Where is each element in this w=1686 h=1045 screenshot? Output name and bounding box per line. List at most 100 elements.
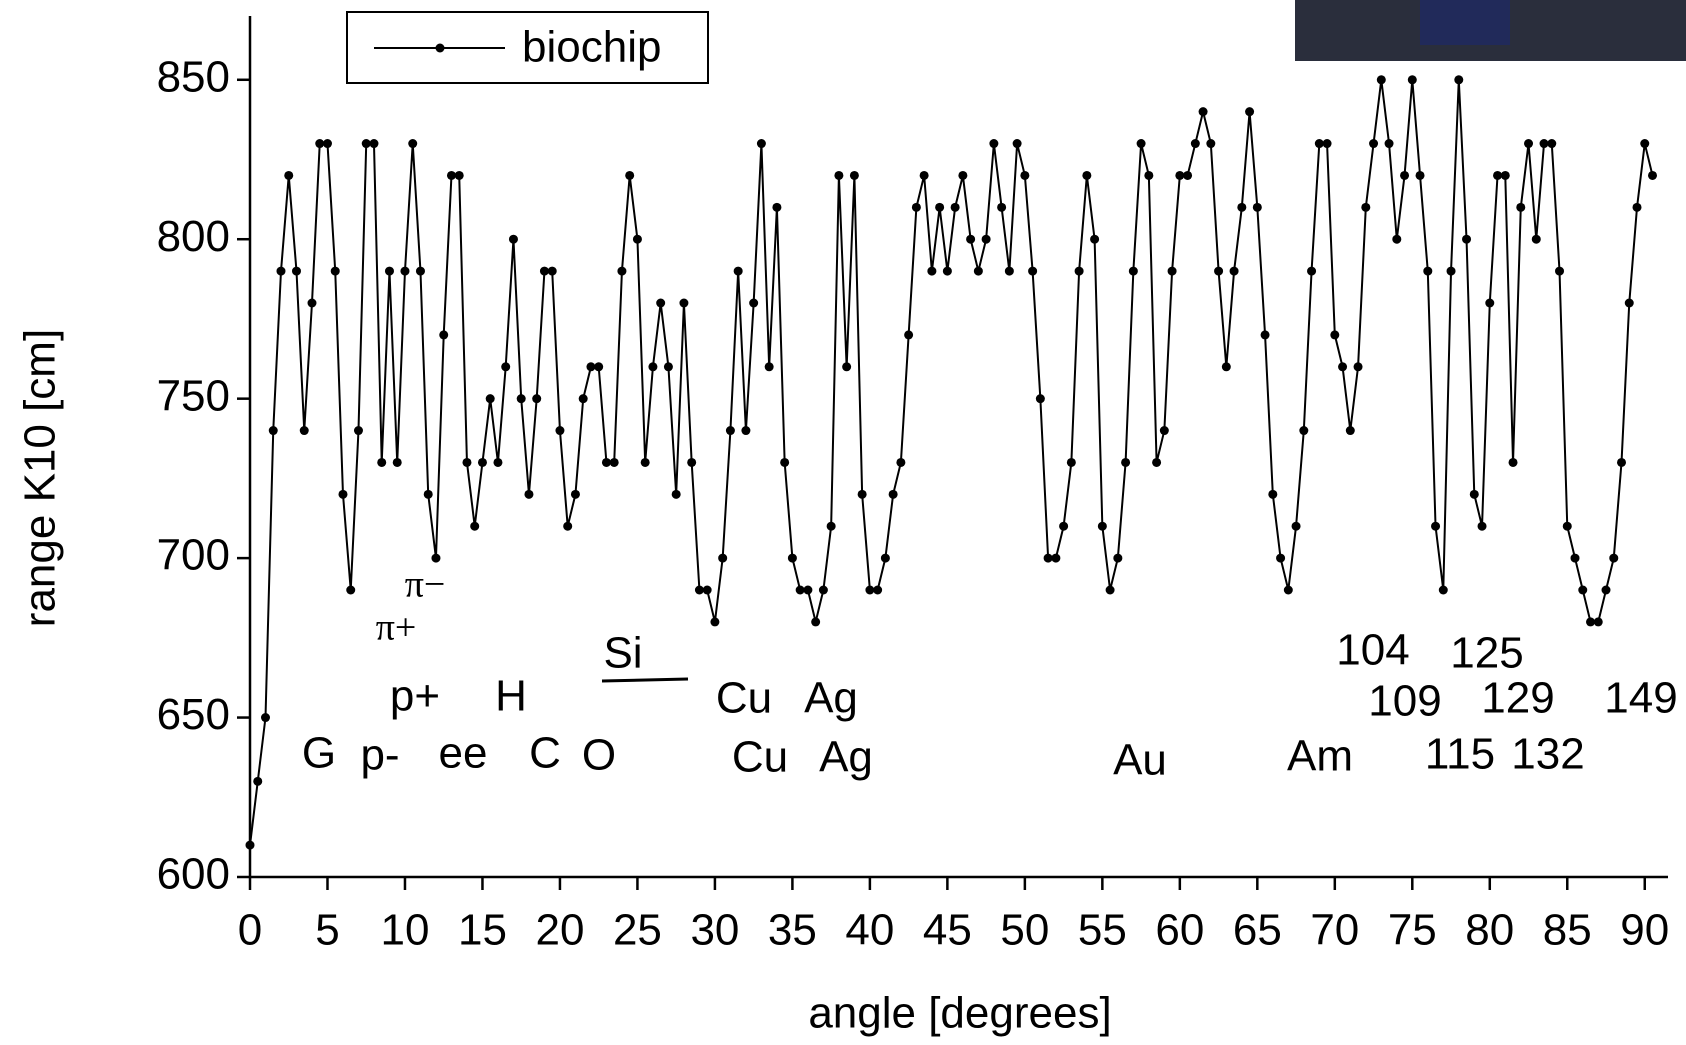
data-point: [764, 362, 774, 372]
x-tick-label: 60: [1155, 906, 1204, 955]
data-point: [1617, 457, 1627, 467]
data-point: [733, 266, 743, 276]
data-point: [307, 298, 317, 308]
data-point: [1175, 170, 1185, 180]
y-tick-label: 700: [157, 531, 230, 580]
data-point: [795, 585, 805, 595]
annotation: 104: [1336, 626, 1409, 675]
annotation: 115: [1425, 730, 1495, 779]
data-point: [284, 170, 294, 180]
annotation: G: [302, 729, 336, 778]
data-point: [1307, 266, 1317, 276]
data-point: [1392, 234, 1402, 244]
data-point: [1454, 75, 1464, 85]
data-point: [361, 139, 371, 149]
data-point: [1020, 170, 1030, 180]
data-point: [780, 457, 790, 467]
data-point: [749, 298, 759, 308]
data-point: [1524, 139, 1534, 149]
x-tick-label: 75: [1388, 906, 1437, 955]
data-point: [1190, 139, 1200, 149]
data-point: [1113, 553, 1123, 563]
data-point: [586, 362, 596, 372]
data-point: [1586, 617, 1596, 627]
data-point: [1097, 521, 1107, 531]
data-point: [1314, 139, 1324, 149]
annotation: Cu: [716, 674, 772, 723]
annotation: Am: [1287, 732, 1353, 781]
data-point: [524, 489, 534, 499]
data-point: [268, 426, 278, 436]
data-point: [973, 266, 983, 276]
x-tick-label: 0: [238, 906, 262, 955]
data-point: [346, 585, 356, 595]
data-point: [1407, 75, 1417, 85]
x-tick-label: 40: [845, 906, 894, 955]
annotation: O: [582, 731, 616, 780]
data-point: [1624, 298, 1634, 308]
data-point: [485, 394, 495, 404]
data-point: [1369, 139, 1379, 149]
data-point: [1167, 266, 1177, 276]
data-point: [532, 394, 542, 404]
data-point: [756, 139, 766, 149]
data-point: [423, 489, 433, 499]
data-point: [834, 170, 844, 180]
data-point: [477, 457, 487, 467]
data-point: [888, 489, 898, 499]
data-point: [338, 489, 348, 499]
data-point: [392, 457, 402, 467]
x-tick-label: 55: [1078, 906, 1127, 955]
data-point: [865, 585, 875, 595]
y-tick-label: 650: [157, 690, 230, 739]
data-point: [508, 234, 518, 244]
data-point: [671, 489, 681, 499]
data-point: [694, 585, 704, 595]
legend-label: biochip: [522, 23, 661, 72]
data-point: [927, 266, 937, 276]
data-point: [1539, 139, 1549, 149]
data-point: [1547, 139, 1557, 149]
data-point: [1221, 362, 1231, 372]
data-point: [1066, 457, 1076, 467]
data-point: [1128, 266, 1138, 276]
legend-marker: [435, 43, 445, 53]
data-point: [400, 266, 410, 276]
data-point: [1051, 553, 1061, 563]
y-tick-label: 800: [157, 212, 230, 261]
data-point: [1500, 170, 1510, 180]
data-point: [648, 362, 658, 372]
data-point: [1214, 266, 1224, 276]
si-underline: [601, 677, 689, 683]
data-point: [322, 139, 332, 149]
data-point: [1237, 202, 1247, 212]
data-point: [904, 330, 914, 340]
data-point: [989, 139, 999, 149]
data-point: [857, 489, 867, 499]
data-point: [609, 457, 619, 467]
x-tick-label: 15: [458, 906, 507, 955]
data-point: [958, 170, 968, 180]
series-line: [249, 78, 1654, 846]
data-point: [1260, 330, 1270, 340]
data-point: [555, 426, 565, 436]
data-point: [1283, 585, 1293, 595]
data-point: [1159, 426, 1169, 436]
data-point: [1144, 170, 1154, 180]
data-point: [291, 266, 301, 276]
data-point: [315, 139, 325, 149]
data-point: [981, 234, 991, 244]
annotation: Ag: [819, 733, 873, 782]
data-point: [570, 489, 580, 499]
annotation: p-: [360, 731, 399, 780]
data-point: [594, 362, 604, 372]
annotation: Si: [603, 629, 642, 678]
data-point: [1570, 553, 1580, 563]
x-tick-label: 10: [380, 906, 429, 955]
data-point: [1059, 521, 1069, 531]
data-point: [1198, 107, 1208, 117]
annotation: Ag: [804, 674, 858, 723]
data-point: [462, 457, 472, 467]
data-point: [656, 298, 666, 308]
